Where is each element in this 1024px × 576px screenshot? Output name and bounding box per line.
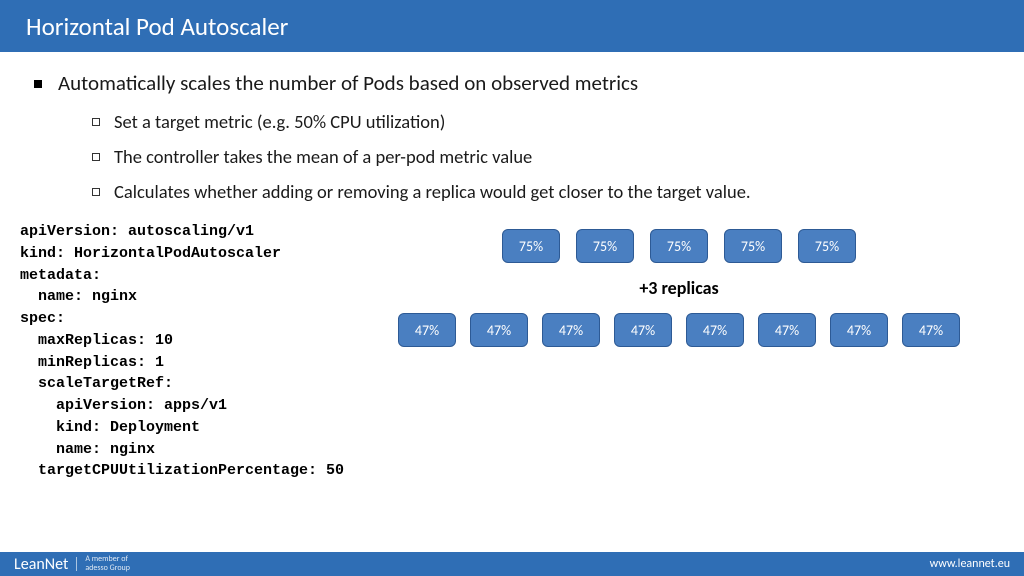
pod-box: 47% [686, 313, 744, 347]
scaling-diagram: 75%75%75%75%75% +3 replicas 47%47%47%47%… [344, 221, 1004, 482]
pod-box: 47% [614, 313, 672, 347]
hollow-square-icon [92, 188, 100, 196]
pod-box: 47% [830, 313, 888, 347]
pod-box: 47% [398, 313, 456, 347]
pod-box: 75% [502, 229, 560, 263]
sub-bullet-text: Calculates whether adding or removing a … [114, 180, 751, 203]
pod-box: 75% [576, 229, 634, 263]
pod-box: 75% [798, 229, 856, 263]
lower-section: apiVersion: autoscaling/v1 kind: Horizon… [0, 215, 1024, 482]
yaml-code-block: apiVersion: autoscaling/v1 kind: Horizon… [20, 221, 344, 482]
brand-sub-line2: adesso Group [85, 564, 130, 573]
brand-name: LeanNet [14, 555, 68, 574]
sub-bullet: Set a target metric (e.g. 50% CPU utiliz… [92, 110, 990, 133]
pod-box: 47% [758, 313, 816, 347]
pod-box: 75% [650, 229, 708, 263]
pod-row-before: 75% 75% 75% 75% 75% [354, 229, 1004, 263]
footer-url: www.leannet.eu [930, 557, 1010, 571]
brand-subtitle: A member of adesso Group [85, 555, 130, 573]
hollow-square-icon [92, 153, 100, 161]
sub-bullet-text: The controller takes the mean of a per-p… [114, 145, 532, 168]
content-area: Automatically scales the number of Pods … [0, 52, 1024, 203]
main-bullet: Automatically scales the number of Pods … [34, 70, 990, 96]
main-bullet-text: Automatically scales the number of Pods … [58, 70, 638, 96]
replica-delta-label: +3 replicas [354, 277, 1004, 299]
footer-bar: LeanNet A member of adesso Group www.lea… [0, 552, 1024, 576]
title-bar: Horizontal Pod Autoscaler [0, 0, 1024, 52]
pod-box: 75% [724, 229, 782, 263]
footer-left: LeanNet A member of adesso Group [14, 555, 130, 574]
slide-title: Horizontal Pod Autoscaler [26, 11, 288, 42]
sub-bullet-list: Set a target metric (e.g. 50% CPU utiliz… [92, 110, 990, 203]
pod-box: 47% [470, 313, 528, 347]
pod-box: 47% [542, 313, 600, 347]
hollow-square-icon [92, 118, 100, 126]
pod-row-after: 47% 47% 47% 47% 47% 47% 47% 47% [354, 313, 1004, 347]
bullet-square-icon [34, 80, 42, 88]
pod-box: 47% [902, 313, 960, 347]
sub-bullet-text: Set a target metric (e.g. 50% CPU utiliz… [114, 110, 445, 133]
sub-bullet: Calculates whether adding or removing a … [92, 180, 990, 203]
brand-separator [76, 557, 77, 571]
sub-bullet: The controller takes the mean of a per-p… [92, 145, 990, 168]
